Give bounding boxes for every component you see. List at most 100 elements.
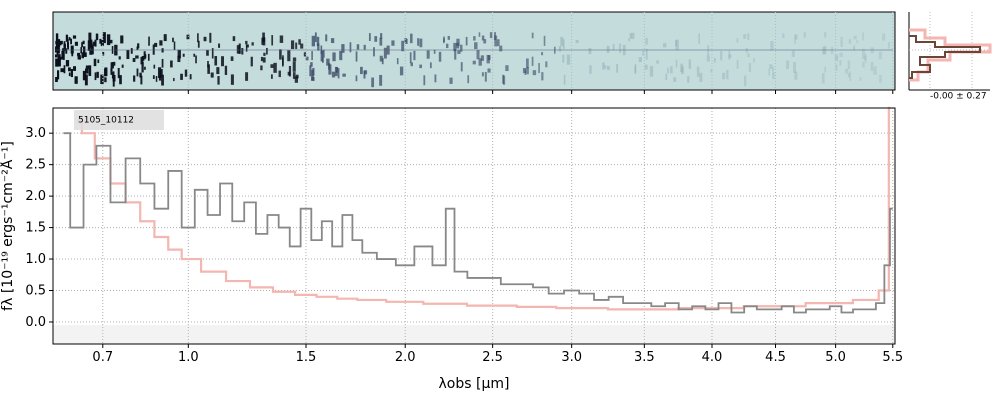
streak-392	[472, 60, 476, 65]
streak-44	[371, 77, 375, 88]
streak-405	[59, 40, 63, 45]
x-tick-label-9: 5.0	[825, 350, 846, 365]
flux-line	[63, 132, 893, 314]
streak-60	[85, 65, 90, 69]
streak-379	[423, 75, 426, 86]
streak-376	[747, 33, 750, 40]
streak-100	[77, 52, 81, 57]
streak-32	[628, 38, 631, 42]
streak-11	[139, 72, 142, 78]
streak-46	[476, 50, 480, 60]
streak-321	[879, 75, 882, 83]
x-tick-label-1: 1.0	[178, 350, 199, 365]
streak-189	[505, 65, 509, 72]
streak-9	[373, 47, 375, 57]
streak-104	[270, 64, 274, 68]
streak-417	[95, 33, 99, 41]
streak-268	[478, 58, 482, 66]
streak-225	[768, 68, 771, 76]
streak-30	[325, 34, 328, 42]
streak-229	[159, 69, 163, 77]
streak-112	[140, 75, 143, 85]
streak-58	[292, 57, 297, 62]
streak-308	[487, 55, 491, 61]
streak-50	[118, 56, 121, 60]
streak-77	[656, 60, 659, 64]
streak-145	[862, 32, 864, 41]
streak-236	[89, 49, 93, 55]
y-tick-label-3: 1.5	[25, 221, 46, 236]
streak-247	[119, 75, 122, 85]
streak-59	[251, 42, 254, 46]
streak-203	[209, 32, 212, 43]
streak-350	[245, 40, 248, 45]
streak-201	[295, 42, 298, 49]
streak-21	[126, 50, 130, 60]
profile-data-curve	[909, 35, 981, 79]
streak-385	[141, 61, 144, 73]
streak-157	[133, 75, 136, 82]
streak-56	[317, 43, 320, 51]
streak-92	[70, 38, 72, 45]
streak-36	[545, 61, 548, 68]
streak-192	[342, 73, 346, 77]
streak-159	[853, 35, 857, 40]
streak-241	[419, 64, 422, 69]
streak-171	[391, 40, 395, 46]
negative-region-shade	[53, 325, 895, 344]
streak-227	[662, 43, 667, 48]
streak-2	[413, 50, 416, 61]
streak-111	[55, 77, 58, 82]
profile-annotation: -0.00 ± 0.27	[930, 92, 987, 102]
streak-174	[446, 43, 449, 49]
streak-148	[74, 41, 78, 46]
streak-275	[189, 74, 192, 80]
streak-298	[266, 47, 268, 55]
streak-182	[140, 57, 144, 65]
streak-381	[224, 65, 228, 75]
streak-27	[484, 72, 487, 82]
streak-67	[786, 60, 790, 70]
streak-114	[88, 32, 92, 43]
streak-117	[132, 58, 136, 62]
streak-357	[487, 68, 491, 73]
streak-51	[836, 55, 839, 62]
y-axis-ticks: 0.0 0.5 1.0 1.5 2.0 2.5 3.0	[25, 126, 53, 330]
streak-400	[589, 65, 592, 74]
streak-393	[55, 46, 58, 53]
streak-407	[644, 64, 648, 70]
streak-332	[368, 33, 371, 41]
streak-312	[322, 49, 325, 58]
streak-356	[100, 40, 104, 47]
streak-238	[250, 56, 253, 67]
streak-47	[332, 52, 336, 62]
streak-399	[794, 34, 798, 40]
streak-299	[55, 33, 59, 43]
streak-409	[379, 37, 383, 46]
streak-87	[454, 49, 457, 60]
y-tick-label-2: 1.0	[25, 252, 46, 267]
streak-359	[667, 67, 669, 74]
streak-309	[645, 38, 648, 45]
streak-123	[847, 73, 850, 78]
streak-257	[401, 40, 405, 52]
streak-91	[355, 75, 358, 82]
streak-235	[560, 36, 564, 47]
streak-5	[106, 34, 111, 46]
streak-54	[675, 40, 678, 47]
streak-386	[77, 56, 81, 60]
streak-193	[260, 56, 263, 62]
streak-329	[374, 36, 378, 42]
streak-344	[794, 34, 796, 44]
streak-322	[606, 45, 610, 53]
streak-124	[499, 45, 503, 52]
streak-138	[687, 75, 690, 83]
streak-150	[305, 56, 309, 61]
streak-55	[753, 58, 755, 63]
streak-10	[211, 48, 214, 59]
streak-53	[180, 73, 183, 80]
streak-95	[748, 62, 752, 72]
object-id-label: 5105_10112	[78, 116, 134, 126]
streak-333	[410, 33, 413, 44]
x-tick-label-4: 2.5	[482, 350, 503, 365]
